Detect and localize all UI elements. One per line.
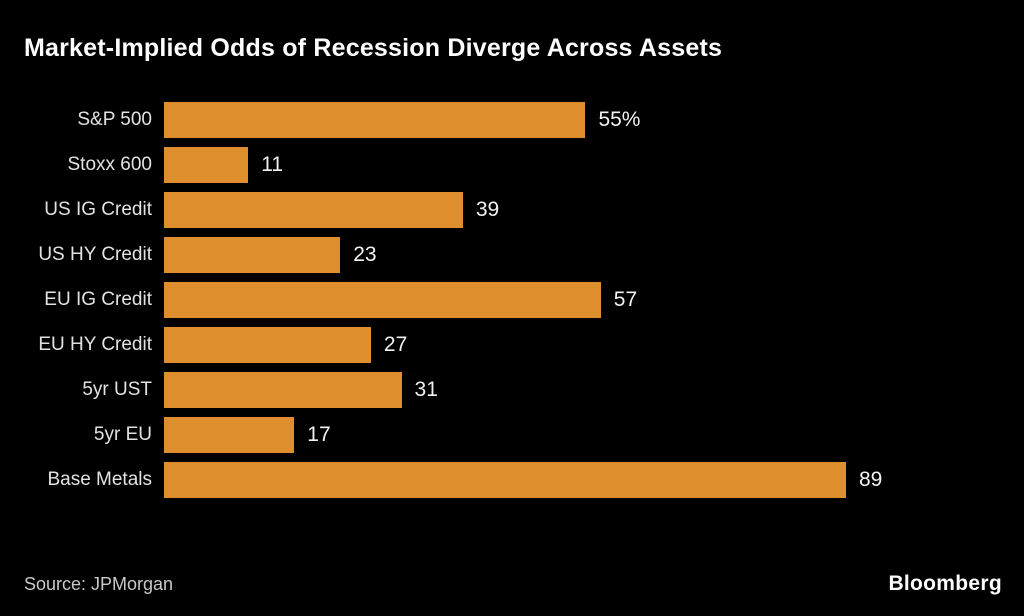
bar-fill — [164, 102, 586, 138]
bar-fill — [164, 237, 341, 273]
bar-track: 39 — [164, 192, 846, 228]
bar-row: EU IG Credit 57 — [0, 282, 1024, 318]
bar-value-label: 39 — [475, 198, 500, 221]
bar-category-label: EU IG Credit — [44, 289, 152, 310]
bar-track: 31 — [164, 372, 846, 408]
bar-row: 5yr UST 31 — [0, 372, 1024, 408]
bar-fill — [164, 282, 601, 318]
bar-value-label: 89 — [859, 468, 883, 491]
bar-row: Stoxx 600 11 — [0, 147, 1024, 183]
bar-category-label: Stoxx 600 — [67, 154, 153, 175]
bar-value-label: 17 — [307, 423, 331, 446]
bar-value-label: 23 — [353, 243, 377, 266]
bar-row: 5yr EU 17 — [0, 417, 1024, 453]
bar-track: 55% — [164, 102, 846, 138]
bar-fill — [164, 417, 295, 453]
bar-category-label: 5yr EU — [93, 424, 152, 445]
bar-fill — [164, 327, 371, 363]
bar-fill — [164, 372, 402, 408]
bar-value-label: 57 — [613, 288, 638, 311]
bar-track: 89 — [164, 462, 882, 498]
bar-row: US HY Credit 23 — [0, 237, 1024, 273]
bar-category-label: S&P 500 — [77, 109, 152, 130]
bar-category-label: EU HY Credit — [38, 334, 152, 355]
bar-track: 23 — [164, 237, 846, 273]
bar-fill — [164, 462, 846, 498]
bar-track: 57 — [164, 282, 846, 318]
bar-fill — [164, 192, 463, 228]
bar-category-label: US HY Credit — [38, 244, 152, 265]
bar-track: 27 — [164, 327, 846, 363]
bar-category-label: Base Metals — [47, 469, 152, 490]
bar-value-label: 55% — [598, 108, 641, 131]
bar-value-label: 11 — [261, 153, 284, 176]
bar-track: 17 — [164, 417, 846, 453]
bar-chart: S&P 500 55% Stoxx 600 11 US IG Credit 39 US HY… — [0, 102, 1024, 507]
bar-category-label: US IG Credit — [44, 199, 152, 220]
bar-track: 11 — [164, 147, 846, 183]
bloomberg-logo: Bloomberg — [888, 572, 1002, 595]
bar-value-label: 27 — [383, 333, 408, 356]
chart-title: Market-Implied Odds of Recession Diverge… — [24, 34, 723, 62]
bar-value-label: 31 — [414, 378, 438, 401]
source-note: Source: JPMorgan — [24, 574, 174, 594]
bar-row: S&P 500 55% — [0, 102, 1024, 138]
bar-row: US IG Credit 39 — [0, 192, 1024, 228]
bar-row: EU HY Credit 27 — [0, 327, 1024, 363]
bar-category-label: 5yr UST — [82, 379, 152, 400]
bar-fill — [164, 147, 249, 183]
bar-row: Base Metals 89 — [0, 462, 1024, 498]
